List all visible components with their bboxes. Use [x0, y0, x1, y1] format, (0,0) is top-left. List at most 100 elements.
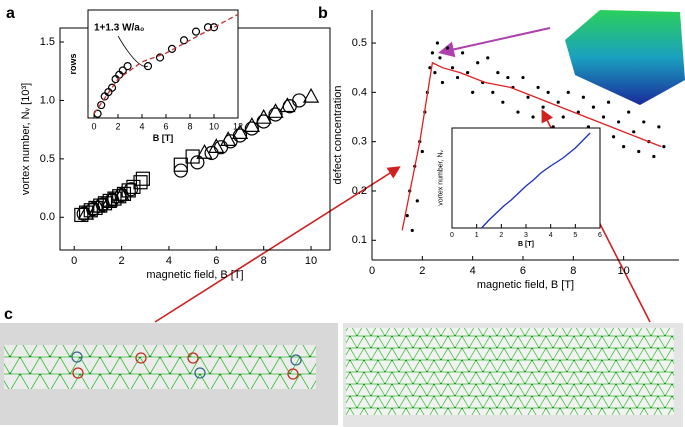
- y-tick-label: 1.5: [40, 36, 55, 48]
- marker-dot: [601, 115, 606, 119]
- marker-circle: [191, 27, 201, 36]
- x-axis-label: B [T]: [518, 241, 534, 248]
- x-tick-label: 0: [91, 121, 96, 131]
- marker-dot: [657, 125, 661, 129]
- marker-circle: [190, 155, 205, 170]
- marker-triangle: [89, 197, 107, 213]
- marker-circle: [123, 62, 132, 71]
- marker-triangle: [77, 204, 95, 220]
- marker-dot: [476, 61, 480, 65]
- x-tick-label: 2: [119, 255, 125, 267]
- x-tick-label: 4: [139, 121, 144, 131]
- y-tick-label: 0.0: [40, 211, 55, 223]
- panel-label: b: [318, 5, 328, 22]
- x-tick-label: 6: [598, 232, 602, 239]
- marker-dot: [405, 214, 409, 218]
- x-tick-label: 2: [419, 265, 425, 277]
- marker-triangle: [231, 124, 249, 139]
- data-line: [401, 61, 662, 231]
- marker-circle: [179, 36, 189, 45]
- marker-circle: [244, 121, 259, 136]
- marker-circle: [155, 53, 165, 62]
- marker-dot: [546, 90, 550, 94]
- marker-dot: [637, 149, 641, 154]
- x-tick-label: 4: [470, 265, 476, 277]
- marker-square: [102, 193, 117, 209]
- marker-dot: [496, 71, 500, 75]
- lattice-right: [346, 328, 674, 415]
- marker-dot: [611, 135, 616, 139]
- x-axis-label: magnetic field, B [T]: [477, 279, 574, 291]
- marker-circle: [292, 93, 307, 108]
- marker-dot: [506, 75, 510, 80]
- arrow: [438, 27, 551, 58]
- marker-dot: [435, 41, 440, 45]
- marker-dot: [455, 75, 460, 80]
- marker-dot: [410, 228, 414, 233]
- y-tick-label: 0.4: [352, 86, 367, 98]
- arrow: [154, 166, 401, 323]
- marker-dot: [460, 51, 465, 55]
- marker-dot: [486, 56, 490, 60]
- marker-dot: [420, 149, 424, 154]
- marker-square: [135, 171, 150, 186]
- marker-dot: [536, 85, 540, 90]
- panel-label: a: [6, 5, 15, 22]
- marker-circle: [268, 107, 283, 122]
- marker-circle: [86, 202, 101, 217]
- x-tick-label: 1: [475, 232, 479, 239]
- marker-triangle: [302, 87, 320, 103]
- marker-dot: [632, 130, 636, 134]
- marker-dot: [428, 66, 432, 70]
- data-line: [481, 132, 591, 229]
- marker-square: [88, 200, 103, 216]
- marker-triangle: [243, 117, 261, 132]
- y-axis-label: defect concentration: [332, 85, 344, 184]
- y-tick-label: 0.3: [352, 136, 367, 148]
- x-tick-label: 8: [570, 265, 576, 277]
- marker-dot: [433, 71, 437, 75]
- x-tick-label: 10: [209, 121, 219, 131]
- y-tick-label: 1.0: [40, 94, 55, 106]
- marker-dot: [662, 144, 666, 149]
- marker-square: [112, 189, 127, 204]
- marker-dot: [576, 110, 580, 114]
- marker-dot: [581, 95, 585, 99]
- marker-triangle: [113, 186, 130, 201]
- x-tick-label: 8: [261, 255, 267, 267]
- marker-circle: [209, 23, 219, 32]
- x-tick-label: 10: [305, 255, 317, 267]
- marker-square: [74, 207, 89, 223]
- x-tick-label: 3: [524, 232, 528, 239]
- y-tick-label: 0.5: [352, 37, 367, 49]
- marker-triangle: [101, 191, 118, 207]
- marker-dot: [642, 120, 646, 124]
- marker-triangle: [196, 143, 213, 159]
- x-tick-label: 4: [549, 232, 553, 239]
- marker-triangle: [267, 103, 284, 118]
- marker-dot: [566, 90, 570, 94]
- marker-square: [126, 179, 141, 195]
- x-tick-label: 8: [187, 121, 192, 131]
- marker-square: [173, 157, 188, 172]
- x-tick-label: 6: [520, 265, 526, 277]
- marker-square: [133, 175, 148, 190]
- y-axis-label: rows: [68, 53, 78, 74]
- y-axis-label: vortex number, Nᵥ [10³]: [20, 83, 32, 195]
- x-tick-label: 5: [573, 232, 577, 239]
- y-tick-label: 0.1: [352, 234, 367, 246]
- marker-dot: [430, 51, 434, 55]
- marker-dot: [466, 71, 470, 75]
- x-tick-label: 0: [71, 255, 77, 267]
- x-tick-label: 0: [450, 232, 454, 239]
- marker-circle: [173, 163, 188, 178]
- x-tick-label: 2: [115, 121, 120, 131]
- marker-square: [185, 149, 200, 164]
- x-tick-label: 0: [369, 265, 375, 277]
- y-tick-label: 0.2: [352, 185, 367, 197]
- x-axis-label: B [T]: [153, 133, 174, 143]
- marker-dot: [652, 154, 656, 159]
- surface-plot: [565, 10, 685, 105]
- marker-circle: [167, 44, 177, 53]
